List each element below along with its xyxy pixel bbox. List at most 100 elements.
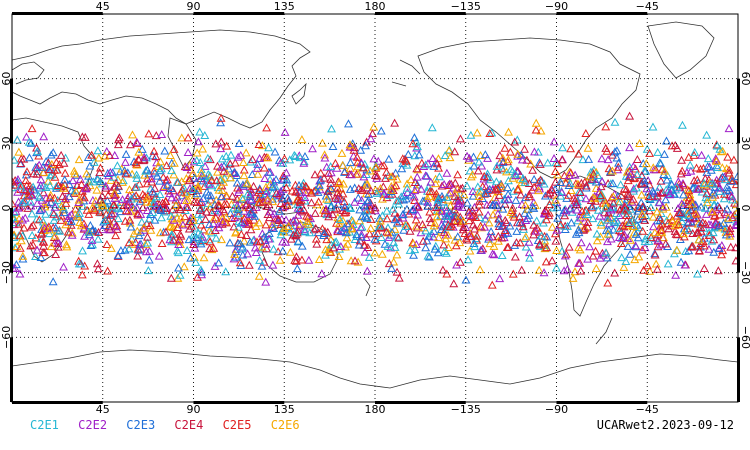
observation-marker [450, 216, 460, 225]
observation-marker [426, 177, 436, 186]
observation-marker [209, 214, 218, 223]
legend-item-c2e3: C2E3 [126, 418, 156, 432]
observation-marker [592, 236, 602, 245]
observation-marker [363, 243, 373, 252]
observation-marker [322, 194, 332, 203]
observation-marker [382, 214, 392, 223]
observation-marker [521, 232, 531, 241]
observation-marker [353, 193, 363, 202]
observation-marker [132, 170, 142, 179]
observation-marker [261, 220, 271, 229]
observation-marker [183, 148, 193, 157]
top-lon-tick-label: 90 [187, 0, 201, 13]
observation-marker [508, 173, 518, 182]
observation-marker [418, 220, 427, 229]
observation-marker [337, 148, 347, 157]
observation-marker [355, 236, 365, 245]
observation-marker [255, 190, 265, 199]
observation-marker [401, 155, 411, 164]
observation-marker [189, 197, 199, 206]
observation-marker [642, 144, 652, 153]
observation-marker [535, 175, 545, 184]
right-latitude-labels: 60 30 0 −30 −60 [739, 72, 750, 349]
observation-marker [189, 157, 199, 166]
observation-marker [169, 215, 179, 224]
observation-marker [326, 240, 336, 249]
observation-marker [725, 226, 735, 235]
observation-marker [480, 214, 490, 223]
observation-marker [285, 247, 295, 256]
observation-marker [616, 191, 626, 200]
observation-marker [344, 119, 353, 128]
observation-marker [653, 230, 663, 239]
observation-marker [109, 217, 119, 226]
observation-marker [64, 192, 74, 201]
observation-marker [345, 140, 355, 149]
observation-marker [213, 167, 222, 176]
observation-marker [709, 188, 718, 197]
observation-marker [134, 245, 144, 254]
observation-marker [350, 183, 360, 192]
observation-marker [216, 162, 226, 171]
observation-marker [384, 154, 394, 163]
legend-item-c2e6: C2E6 [270, 418, 300, 432]
observation-marker [109, 200, 119, 209]
observation-marker [472, 128, 482, 137]
observation-marker [401, 222, 411, 231]
observation-marker [503, 194, 513, 203]
observation-marker [717, 163, 727, 172]
observation-marker [673, 177, 683, 186]
observation-marker [677, 217, 687, 226]
observation-marker [616, 180, 626, 189]
observation-marker [83, 152, 93, 161]
observation-marker [354, 240, 364, 249]
observation-marker [59, 262, 68, 271]
observation-marker [610, 117, 620, 126]
observation-marker [107, 209, 117, 218]
observation-marker [356, 185, 366, 194]
observation-marker [718, 146, 728, 155]
observation-marker [595, 211, 605, 220]
observation-marker [105, 167, 115, 176]
observation-marker [653, 235, 663, 244]
observation-marker [544, 208, 554, 217]
observation-marker [557, 246, 567, 255]
observation-marker [625, 111, 635, 120]
observation-marker [653, 147, 663, 156]
observation-marker [359, 172, 369, 181]
observation-marker [693, 228, 703, 237]
observation-marker [413, 210, 423, 219]
observation-marker [402, 160, 412, 169]
observation-marker [193, 137, 203, 146]
observation-marker [136, 244, 146, 253]
observation-marker [711, 156, 721, 165]
observation-marker [208, 219, 218, 228]
observation-marker [382, 206, 392, 215]
observation-marker [715, 186, 725, 195]
observation-marker [333, 199, 343, 208]
observation-marker [461, 233, 471, 242]
observation-marker [270, 147, 280, 156]
observation-marker [566, 144, 576, 153]
observation-marker [288, 216, 298, 225]
observation-marker [476, 221, 486, 230]
observation-marker [244, 203, 254, 212]
observation-marker [612, 153, 622, 162]
observation-marker [451, 241, 461, 250]
observation-marker [387, 227, 397, 236]
observation-marker [658, 188, 668, 197]
observation-marker [190, 173, 200, 182]
observation-marker [715, 183, 725, 192]
observation-marker [52, 212, 61, 221]
observation-marker [182, 163, 192, 172]
observation-marker [454, 199, 464, 208]
alaska-coastline [391, 59, 421, 87]
observation-marker [15, 231, 25, 240]
observation-marker [596, 218, 606, 227]
observation-marker [714, 203, 724, 212]
observation-marker [353, 157, 363, 166]
observation-marker [350, 256, 360, 265]
observation-marker [166, 221, 176, 230]
observation-marker [74, 256, 84, 265]
observation-marker [227, 213, 237, 222]
